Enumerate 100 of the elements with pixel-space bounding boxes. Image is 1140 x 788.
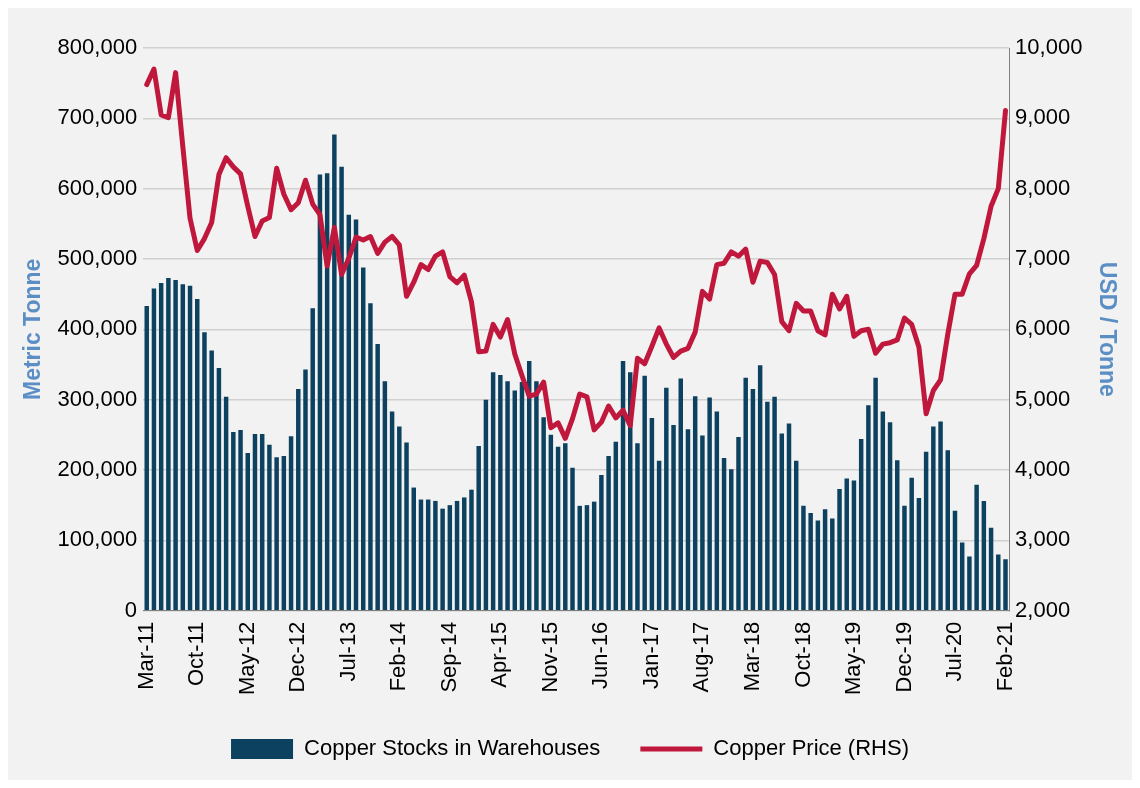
bar bbox=[729, 469, 734, 610]
bar bbox=[642, 375, 647, 610]
bar bbox=[902, 505, 907, 610]
x-tick-label: Dec-12 bbox=[284, 621, 310, 693]
bar bbox=[252, 434, 258, 610]
bar bbox=[959, 542, 965, 610]
legend-label: Copper Price (RHS) bbox=[713, 735, 909, 761]
y2-tick-label: 6,000 bbox=[1015, 315, 1071, 341]
bar bbox=[996, 554, 1001, 610]
bar bbox=[909, 477, 914, 610]
y-axis-title: Metric Tonne bbox=[19, 258, 46, 401]
y2-tick-label: 10,000 bbox=[1015, 34, 1083, 60]
bar bbox=[570, 467, 575, 610]
bar bbox=[707, 397, 712, 610]
bar bbox=[577, 505, 582, 610]
bar bbox=[895, 460, 900, 610]
bar bbox=[563, 443, 568, 610]
bar bbox=[765, 401, 770, 610]
y-tick-label: 0 bbox=[124, 596, 138, 622]
bar bbox=[584, 505, 590, 610]
bar bbox=[866, 405, 871, 610]
bar bbox=[974, 484, 979, 610]
bar bbox=[368, 303, 373, 610]
y-tick-label: 500,000 bbox=[57, 245, 138, 271]
bar bbox=[166, 277, 171, 610]
x-tick-label: May-12 bbox=[233, 621, 259, 695]
bar bbox=[541, 417, 546, 610]
bar bbox=[209, 350, 214, 610]
bar bbox=[887, 422, 893, 610]
bar bbox=[231, 432, 236, 610]
bar bbox=[332, 134, 337, 610]
y-tick-label: 100,000 bbox=[57, 526, 138, 552]
bar bbox=[447, 505, 453, 610]
x-tick-label: Aug-17 bbox=[688, 621, 714, 693]
x-tick-label: Feb-14 bbox=[385, 621, 411, 692]
y2-tick-label: 9,000 bbox=[1015, 104, 1071, 130]
bar bbox=[404, 442, 409, 610]
bar bbox=[202, 332, 207, 610]
bar bbox=[671, 424, 676, 610]
bar bbox=[440, 508, 445, 610]
bar bbox=[873, 377, 878, 610]
bar bbox=[830, 518, 835, 610]
bar bbox=[375, 344, 380, 610]
bar bbox=[779, 433, 785, 610]
bar bbox=[267, 444, 272, 610]
x-tick-label: Oct-11 bbox=[183, 621, 209, 687]
x-tick-label: Mar-11 bbox=[132, 621, 158, 690]
x-tick-label: Jul-20 bbox=[941, 621, 967, 682]
y2-tick-label: 8,000 bbox=[1015, 174, 1071, 200]
bar bbox=[599, 474, 604, 610]
bar bbox=[938, 421, 943, 610]
bar bbox=[1003, 559, 1008, 610]
x-tick-label: Oct-18 bbox=[789, 621, 815, 688]
bar bbox=[274, 457, 279, 610]
bar bbox=[808, 512, 813, 610]
bar bbox=[844, 478, 849, 610]
y-tick-label: 400,000 bbox=[57, 315, 138, 341]
bar bbox=[339, 166, 344, 610]
x-tick-label: Jan-17 bbox=[637, 621, 663, 689]
bar bbox=[505, 381, 510, 610]
bar bbox=[296, 389, 301, 610]
bar bbox=[288, 436, 294, 610]
bar bbox=[498, 375, 503, 610]
x-tick-label: Nov-15 bbox=[536, 621, 562, 693]
bar bbox=[433, 500, 438, 610]
bar bbox=[700, 435, 705, 610]
bar bbox=[303, 369, 308, 610]
bar bbox=[144, 306, 149, 610]
y-tick-label: 300,000 bbox=[57, 385, 138, 411]
bar bbox=[721, 458, 727, 610]
bar bbox=[606, 455, 611, 610]
y-tick-label: 600,000 bbox=[57, 174, 138, 200]
bar bbox=[462, 497, 467, 610]
bar bbox=[397, 426, 402, 610]
y2-tick-label: 2,000 bbox=[1015, 596, 1071, 622]
legend-label: Copper Stocks in Warehouses bbox=[304, 735, 601, 761]
bar bbox=[490, 372, 496, 610]
bar bbox=[692, 396, 698, 610]
bar bbox=[173, 280, 178, 610]
bar bbox=[916, 498, 922, 610]
bar bbox=[534, 381, 539, 610]
bar bbox=[382, 381, 388, 610]
bar bbox=[635, 443, 640, 610]
y-tick-label: 800,000 bbox=[57, 34, 138, 60]
x-tick-label: Apr-15 bbox=[486, 621, 512, 688]
bar bbox=[822, 509, 828, 610]
bar bbox=[772, 396, 777, 610]
bar bbox=[360, 267, 366, 610]
bar bbox=[837, 488, 842, 610]
x-tick-label: Jul-13 bbox=[334, 621, 360, 682]
x-tick-label: Dec-19 bbox=[890, 621, 916, 693]
y-tick-label: 700,000 bbox=[57, 104, 138, 130]
bar bbox=[469, 489, 474, 610]
x-tick-label: Sep-14 bbox=[435, 621, 461, 693]
bar bbox=[736, 436, 741, 610]
bar bbox=[685, 429, 691, 610]
y2-tick-label: 4,000 bbox=[1015, 456, 1071, 482]
y2-tick-label: 5,000 bbox=[1015, 385, 1071, 411]
bar bbox=[476, 446, 481, 610]
x-tick-label: Jun-16 bbox=[587, 621, 613, 689]
